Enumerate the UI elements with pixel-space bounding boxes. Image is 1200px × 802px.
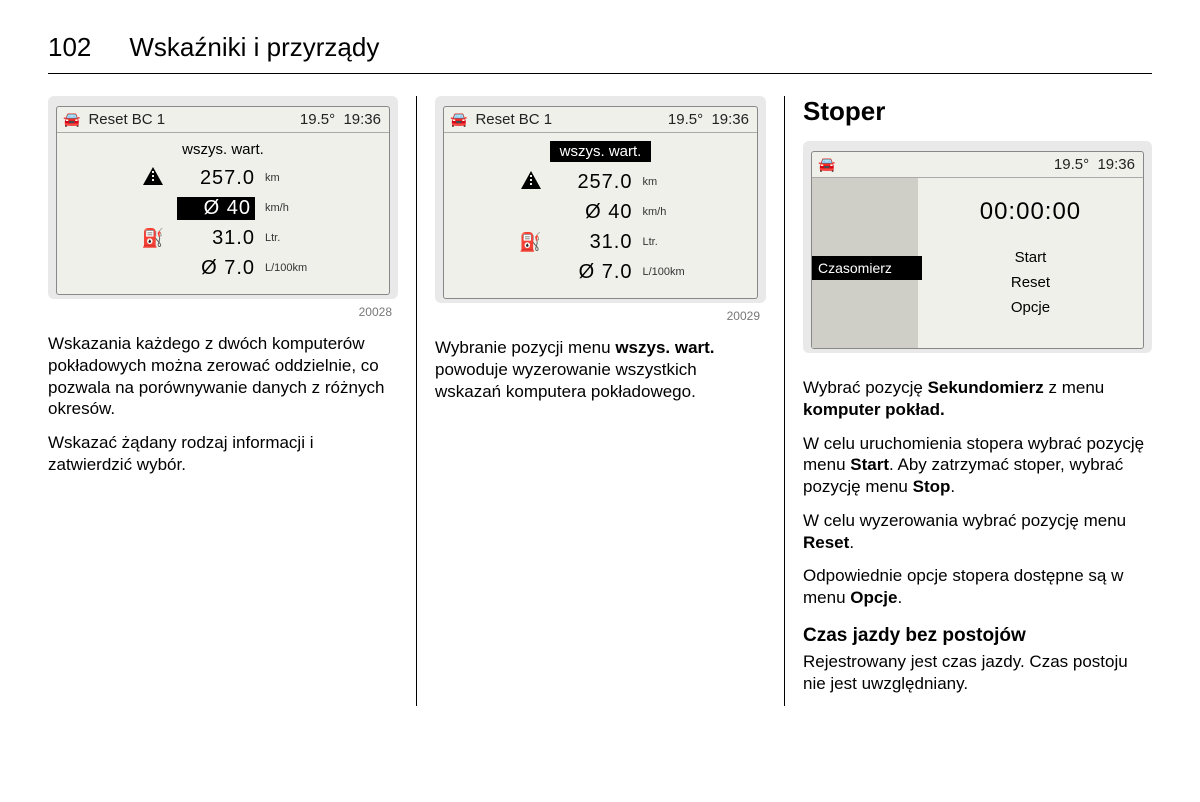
lcd-body: wszys. wart. 257.0 km Ø 40 km/h ⛽ 3 — [444, 133, 757, 298]
lcd-temp: 19.5° — [668, 111, 703, 128]
lcd-header: 🚘 Reset BC 1 19.5° 19:36 — [444, 107, 757, 133]
lcd-figure-1: 🚘 Reset BC 1 19.5° 19:36 wszys. wart. 25… — [48, 96, 398, 299]
para-4: Odpowiednie opcje stopera dostępne są w … — [803, 565, 1152, 609]
metric-distance: 257.0 km — [450, 168, 751, 196]
para-2: Wskazać żądany rodzaj informacji i zatwi… — [48, 432, 398, 476]
content-columns: 🚘 Reset BC 1 19.5° 19:36 wszys. wart. 25… — [48, 96, 1152, 706]
stopwatch-side-item: Czasomierz — [812, 256, 922, 280]
lcd-title: Reset BC 1 — [475, 111, 552, 128]
section-heading-stoper: Stoper — [803, 96, 1152, 127]
para-2: W celu uruchomienia stopera wybrać pozyc… — [803, 433, 1152, 498]
metric-fuel: ⛽ 31.0 Ltr. — [63, 224, 383, 252]
para-3: W celu wyzerowania wybrać pozycję menu R… — [803, 510, 1152, 554]
lcd-body: wszys. wart. 257.0 km Ø 40 km/h ⛽ 3 — [57, 133, 389, 294]
stopwatch-main: 00:00:00 Start Reset Opcje — [918, 178, 1143, 348]
lcd-display: 🚘 19.5° 19:36 Czasomierz 00:00:00 Start — [811, 151, 1144, 349]
subheading-czas-jazdy: Czas jazdy bez postojów — [803, 625, 1152, 647]
metric-avg-speed: Ø 40 km/h — [450, 198, 751, 226]
lcd-time: 19:36 — [343, 111, 381, 128]
lcd-temp: 19.5° — [300, 111, 335, 128]
metric-avg-cons: Ø 7.0 L/100km — [450, 258, 751, 286]
page-number: 102 — [48, 32, 91, 63]
column-1: 🚘 Reset BC 1 19.5° 19:36 wszys. wart. 25… — [48, 96, 416, 706]
para-1: Wybrać pozycję Sekundomierz z menu kompu… — [803, 377, 1152, 421]
para-1: Wskazania każdego z dwóch komputerów pok… — [48, 333, 398, 420]
stopwatch-side-menu: Czasomierz — [812, 178, 918, 348]
lcd-title: Reset BC 1 — [88, 111, 165, 128]
car-icon: 🚘 — [63, 111, 80, 128]
lcd-label: wszys. wart. — [450, 141, 751, 162]
car-icon: 🚘 — [450, 111, 467, 128]
lcd-body: Czasomierz 00:00:00 Start Reset Opcje — [812, 178, 1143, 348]
stopwatch-menu-reset: Reset — [1011, 274, 1050, 291]
lcd-header: 🚘 Reset BC 1 19.5° 19:36 — [57, 107, 389, 133]
para-1: Wybranie pozycji menu wszys. wart. powod… — [435, 337, 766, 402]
fuel-pump-icon: ⛽ — [135, 228, 171, 249]
lcd-header: 🚘 19.5° 19:36 — [812, 152, 1143, 178]
road-icon — [519, 169, 543, 189]
figure-number: 20028 — [48, 305, 398, 319]
chapter-title: Wskaźniki i przyrządy — [129, 32, 379, 63]
column-3: Stoper 🚘 19.5° 19:36 Czasomierz — [784, 96, 1152, 706]
metric-avg-cons: Ø 7.0 L/100km — [63, 254, 383, 282]
lcd-label: wszys. wart. — [63, 141, 383, 158]
stopwatch-menu-options: Opcje — [1011, 299, 1050, 316]
lcd-time: 19:36 — [711, 111, 749, 128]
metric-fuel: ⛽ 31.0 Ltr. — [450, 228, 751, 256]
car-icon: 🚘 — [818, 156, 835, 173]
lcd-display: 🚘 Reset BC 1 19.5° 19:36 wszys. wart. 25… — [56, 106, 390, 295]
lcd-figure-2: 🚘 Reset BC 1 19.5° 19:36 wszys. wart. 25… — [435, 96, 766, 303]
lcd-temp: 19.5° — [1054, 156, 1089, 173]
page-header: 102 Wskaźniki i przyrządy — [48, 32, 1152, 74]
stopwatch-time: 00:00:00 — [980, 198, 1081, 226]
lcd-time: 19:36 — [1097, 156, 1135, 173]
lcd-figure-stopwatch: 🚘 19.5° 19:36 Czasomierz 00:00:00 Start — [803, 141, 1152, 353]
metric-distance: 257.0 km — [63, 164, 383, 192]
figure-number: 20029 — [435, 309, 766, 323]
column-2: 🚘 Reset BC 1 19.5° 19:36 wszys. wart. 25… — [416, 96, 784, 706]
metric-avg-speed: Ø 40 km/h — [63, 194, 383, 222]
road-icon — [141, 165, 165, 185]
stopwatch-menu-start: Start — [1015, 249, 1047, 266]
fuel-pump-icon: ⛽ — [513, 232, 549, 253]
lcd-display: 🚘 Reset BC 1 19.5° 19:36 wszys. wart. 25… — [443, 106, 758, 299]
para-5: Rejestrowany jest czas jazdy. Czas posto… — [803, 651, 1152, 695]
